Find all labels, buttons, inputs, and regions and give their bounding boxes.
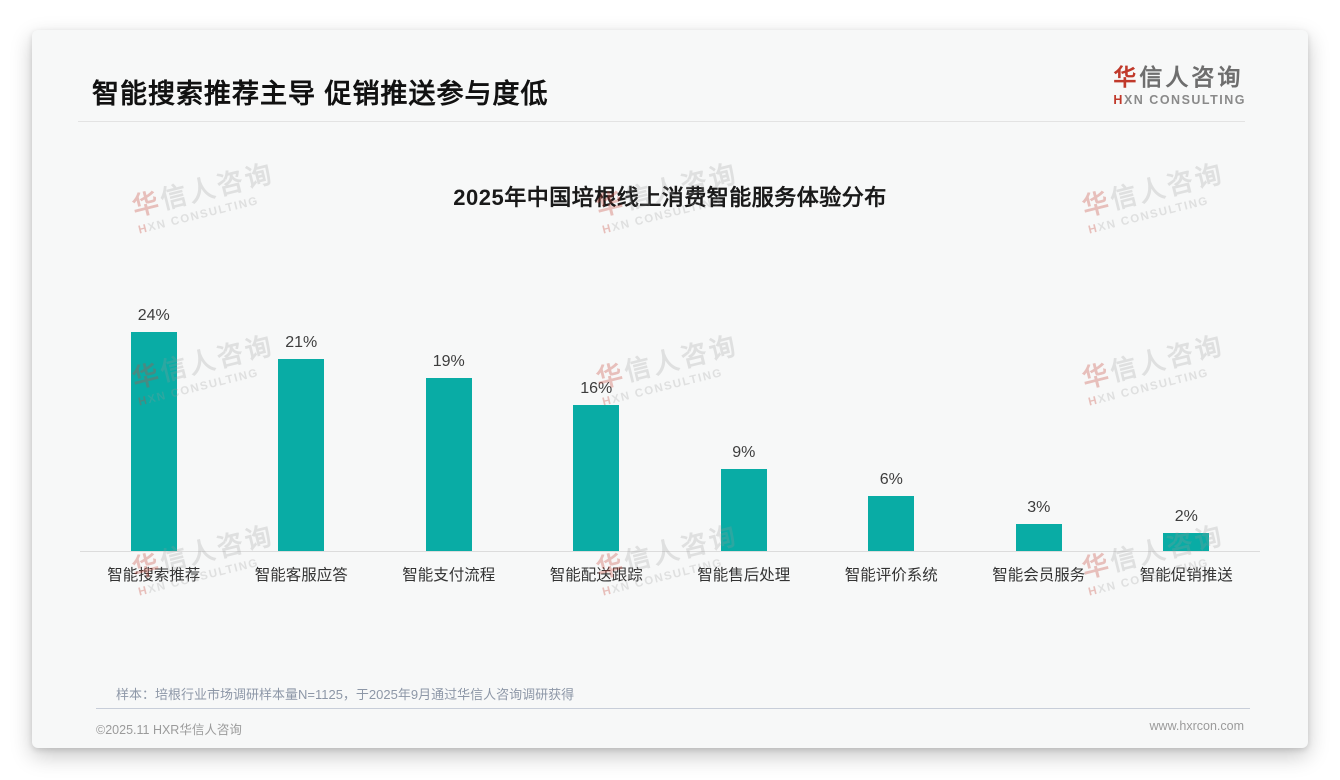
bar-column: 24% 智能搜索推荐 <box>80 272 228 584</box>
bar-column: 6% 智能评价系统 <box>818 272 966 584</box>
bar <box>573 405 620 551</box>
bar-value-label: 9% <box>732 443 756 461</box>
footer-divider <box>96 708 1250 709</box>
bar-column: 2% 智能促销推送 <box>1113 272 1261 584</box>
logo-en-accent: H <box>1113 93 1124 107</box>
bar-column: 3% 智能会员服务 <box>965 272 1113 584</box>
report-slide: 智能搜索推荐主导 促销推送参与度低 华信人咨询 HXN CONSULTING 华… <box>32 30 1308 748</box>
bar-value-label: 3% <box>1027 498 1051 516</box>
bar-category-label: 智能评价系统 <box>844 567 938 584</box>
logo-cn-rest: 信人咨询 <box>1139 64 1244 90</box>
bar-column: 21% 智能客服应答 <box>228 272 376 584</box>
website-url: www.hxrcon.com <box>1149 719 1244 733</box>
bar-category-label: 智能促销推送 <box>1139 567 1233 584</box>
bar <box>1015 523 1062 551</box>
bar <box>720 468 767 551</box>
bar-category-label: 智能会员服务 <box>992 567 1086 584</box>
bar <box>130 332 177 551</box>
bar <box>868 496 915 551</box>
bar-value-label: 6% <box>879 471 903 489</box>
bar-value-label: 2% <box>1174 507 1198 525</box>
bar-category-label: 智能售后处理 <box>697 567 791 584</box>
sample-footnote: 样本：培根行业市场调研样本量N=1125，于2025年9月通过华信人咨询调研获得 <box>116 687 575 702</box>
copyright-text: ©2025.11 HXR华信人咨询 <box>96 723 242 737</box>
bar <box>278 359 325 551</box>
bar-category-label: 智能搜索推荐 <box>107 567 201 584</box>
bar-category-label: 智能配送跟踪 <box>549 567 643 584</box>
bar-value-label: 19% <box>432 352 465 370</box>
bar <box>1163 532 1210 551</box>
bar-column: 9% 智能售后处理 <box>670 272 818 584</box>
bar-value-label: 21% <box>285 334 318 352</box>
bar-column: 19% 智能支付流程 <box>375 272 523 584</box>
bar-category-label: 智能支付流程 <box>402 567 496 584</box>
page-title: 智能搜索推荐主导 促销推送参与度低 <box>92 79 549 109</box>
bar-chart: 24% 智能搜索推荐 21% 智能客服应答 19% 智能支付流程 16% 智能配送跟踪 9% 智能… <box>80 272 1261 584</box>
logo-en-rest: XN CONSULTING <box>1123 93 1246 107</box>
bar-column: 16% 智能配送跟踪 <box>523 272 671 584</box>
bar-category-label: 智能客服应答 <box>254 567 348 584</box>
bar-value-label: 24% <box>137 307 170 324</box>
header-divider <box>78 121 1245 122</box>
logo-english-name: HXN CONSULTING <box>1113 93 1246 107</box>
bar <box>425 377 472 551</box>
bar-value-label: 16% <box>580 380 613 397</box>
logo-cn-accent: 华 <box>1113 64 1140 90</box>
company-logo: 华信人咨询 HXN CONSULTING <box>1113 58 1246 107</box>
logo-chinese-name: 华信人咨询 <box>1113 58 1246 92</box>
chart-title: 2025年中国培根线上消费智能服务体验分布 <box>453 185 887 210</box>
